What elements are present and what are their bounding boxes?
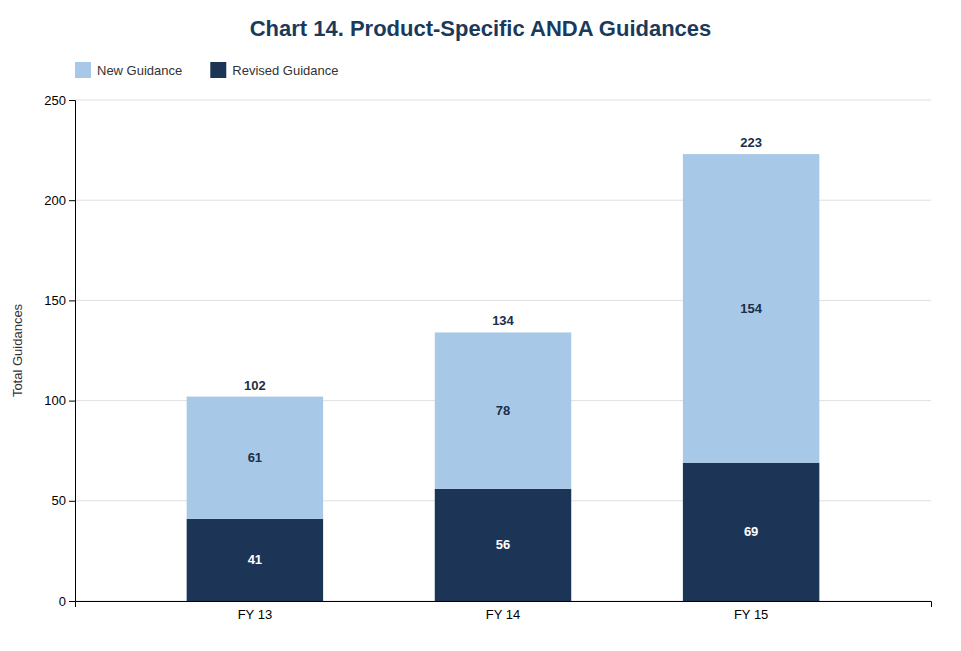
data-label: 56	[496, 537, 510, 552]
x-tick-label: FY 15	[734, 607, 768, 622]
data-label: 69	[744, 524, 758, 539]
y-tick: 50	[52, 493, 75, 508]
total-label: 102	[244, 378, 266, 393]
y-tick-label: 0	[59, 594, 66, 609]
y-tick-mark	[69, 501, 75, 502]
title: Chart 14. Product-Specific ANDA Guidance…	[250, 16, 712, 41]
bar	[187, 519, 323, 601]
x-tick-label: FY 14	[486, 607, 520, 622]
plot: 0 50 100 150 200 250 FY 13 FY 14 FY 15 41 56 69 61 78…	[44, 93, 931, 623]
bar	[683, 463, 819, 601]
y-tick-label: 200	[44, 193, 66, 208]
grid	[75, 100, 931, 601]
legend-swatch	[75, 62, 91, 78]
y-tick-label: 150	[44, 293, 66, 308]
bar	[435, 332, 571, 488]
legend-swatch	[210, 62, 226, 78]
legend-label: Revised Guidance	[232, 63, 338, 78]
bar	[683, 154, 819, 463]
y-tick: 150	[44, 293, 75, 308]
data-label: 78	[496, 403, 510, 418]
x-tick-label: FY 13	[238, 607, 272, 622]
y-axis-title: Total Guidances	[10, 303, 25, 397]
y-tick-mark	[69, 401, 75, 402]
labels: 41 56 69 61 78 154 102 134 223	[244, 135, 763, 567]
bar-series	[187, 154, 820, 519]
x-axis: FY 13 FY 14 FY 15	[76, 602, 932, 623]
y-axis-line	[69, 101, 76, 602]
y-tick: 100	[44, 393, 75, 408]
chart: Chart 14. Product-Specific ANDA Guidance…	[0, 0, 961, 651]
legend-item: New Guidance	[75, 62, 182, 78]
y-tick-mark	[69, 100, 75, 101]
legend-label: New Guidance	[97, 63, 182, 78]
y-tick-label: 50	[52, 493, 66, 508]
y-axis: 0 50 100 150 200 250	[44, 93, 75, 609]
y-tick-mark	[69, 300, 75, 301]
y-tick: 0	[59, 594, 75, 609]
y-tick-mark	[69, 601, 75, 602]
bar	[187, 397, 323, 519]
data-label: 41	[248, 552, 262, 567]
y-tick: 250	[44, 93, 75, 108]
data-label: 154	[740, 301, 762, 316]
legend: New Guidance Revised Guidance	[75, 62, 339, 78]
x-tick: FY 14	[486, 607, 520, 622]
total-label: 134	[492, 313, 514, 328]
y-tick-label: 250	[44, 93, 66, 108]
x-tick: FY 13	[238, 607, 272, 622]
total-label: 223	[740, 135, 762, 150]
bar	[435, 489, 571, 601]
x-axis-line	[76, 602, 932, 608]
legend-item: Revised Guidance	[210, 62, 338, 78]
y-tick: 200	[44, 193, 75, 208]
x-tick: FY 15	[734, 607, 768, 622]
grid-line	[75, 100, 931, 101]
y-tick-mark	[69, 200, 75, 201]
bars	[187, 154, 820, 601]
y-tick-label: 100	[44, 393, 66, 408]
data-label: 61	[248, 450, 262, 465]
